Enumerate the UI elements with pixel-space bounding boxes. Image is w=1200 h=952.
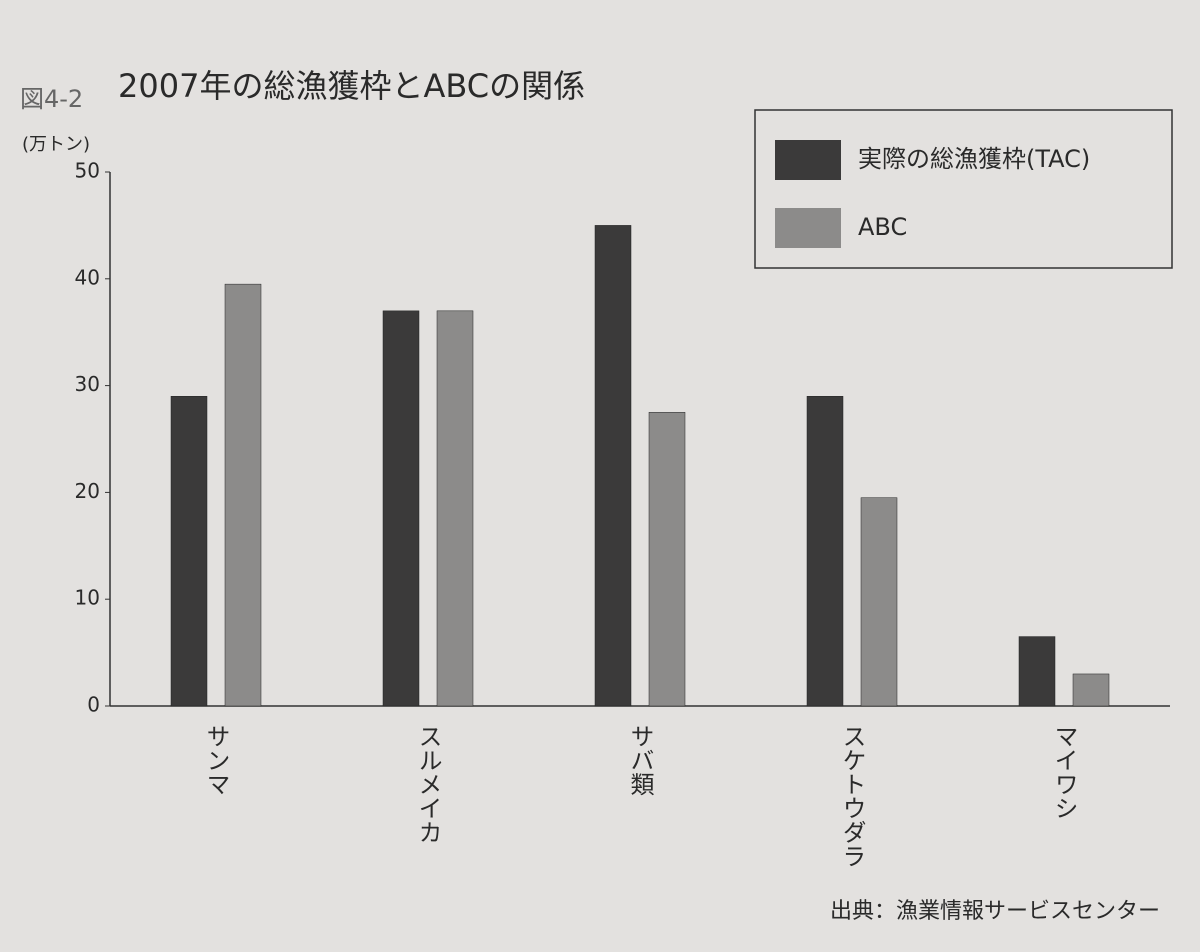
y-tick-label: 50 [75, 159, 100, 183]
x-tick-label: サバ類 [626, 724, 654, 796]
y-axis-label: (万トン) [22, 134, 90, 155]
bar [806, 396, 844, 707]
chart-title: 2007年の総漁獲枠とABCの関係 [118, 67, 585, 105]
y-tick-label: 30 [75, 372, 100, 396]
bar [1018, 636, 1056, 707]
y-tick-label: 10 [75, 586, 100, 610]
figure-label: 図4-2 [20, 85, 83, 113]
legend-label: 実際の総漁獲枠(TAC) [858, 145, 1090, 173]
y-tick-label: 20 [75, 479, 100, 503]
x-tick-label: スケトウダラ [838, 724, 866, 868]
bar [1072, 673, 1110, 707]
y-tick-label: 40 [75, 265, 100, 289]
x-tick-label: スルメイカ [414, 724, 442, 844]
bar [860, 497, 898, 707]
x-tick-label: マイワシ [1050, 724, 1078, 820]
legend-label: ABC [858, 213, 907, 241]
bar [224, 283, 262, 707]
bar [648, 412, 686, 707]
x-tick-label: サンマ [202, 724, 230, 796]
legend-swatch [775, 140, 841, 180]
bar [436, 310, 474, 707]
bar [382, 310, 420, 707]
bar [594, 225, 632, 707]
legend-box [754, 109, 1173, 269]
y-tick-label: 0 [87, 693, 100, 717]
bar [170, 396, 208, 707]
legend-swatch [775, 208, 841, 248]
source: 出典：漁業情報サービスセンター [830, 899, 1160, 924]
